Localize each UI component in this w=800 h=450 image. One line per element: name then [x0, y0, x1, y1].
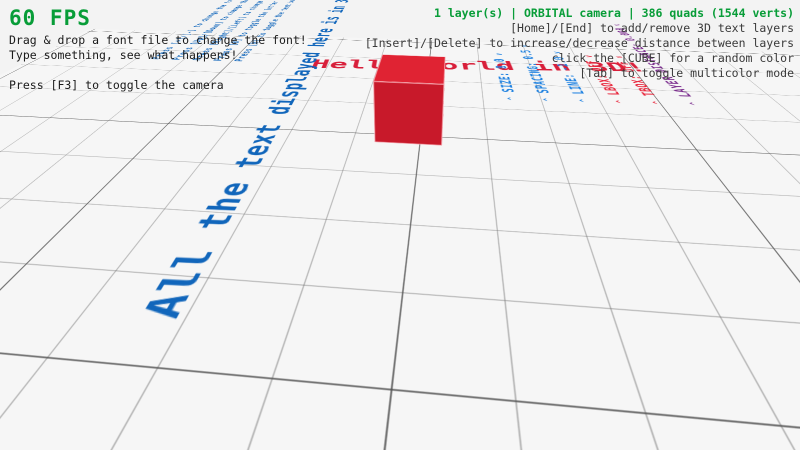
- stat-arrow-up-icon: ^: [576, 98, 593, 103]
- stat-arrow-up-icon: ^: [540, 97, 556, 102]
- stat-arrow-up-icon: ^: [504, 96, 520, 101]
- stat-arrow-up-icon: ^: [649, 100, 666, 105]
- stat-arrow-down-icon: v: [518, 44, 531, 48]
- stat-spacing-label: SPACING: 0.5: [517, 49, 553, 94]
- cube-face-back: [373, 81, 445, 146]
- stat-arrow-up-icon: ^: [612, 99, 629, 104]
- stat-arrow-down-icon: v: [582, 54, 596, 58]
- stat-arrow-down-icon: v: [492, 52, 505, 56]
- color-cube[interactable]: [373, 54, 446, 146]
- stat-arrow-down-icon: v: [611, 23, 623, 26]
- stat-arrow-down-icon: v: [550, 51, 563, 54]
- cube-face-top[interactable]: [373, 54, 446, 85]
- stat-arrow-down-icon: v: [612, 55, 626, 59]
- stat-arrow-up-icon: ^: [685, 101, 704, 106]
